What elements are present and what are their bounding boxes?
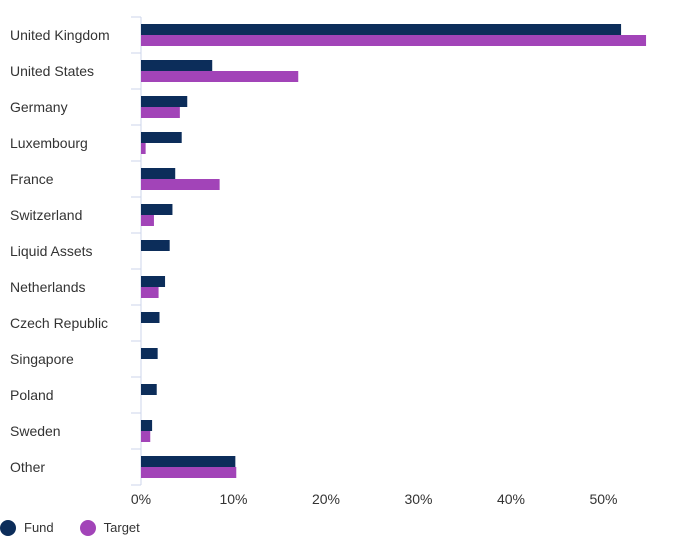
category-label: Poland — [10, 387, 54, 403]
bar-fund[interactable] — [141, 60, 213, 71]
bar-fund[interactable] — [141, 168, 176, 179]
legend-marker-target — [79, 519, 96, 536]
value-tick-label: 20% — [312, 491, 340, 507]
bar-target[interactable] — [141, 431, 151, 442]
bar-fund[interactable] — [141, 420, 153, 431]
bar-fund[interactable] — [141, 24, 622, 35]
value-axis-ticks: 0% 10% 20% 30% 40% 50% — [131, 491, 618, 507]
legend-marker-fund — [0, 519, 16, 536]
legend-label-fund: Fund — [24, 520, 54, 535]
legend-item-target[interactable]: Target — [79, 519, 140, 536]
category-label: Luxembourg — [10, 135, 88, 151]
category-labels: United Kingdom United States Germany Luxemb… — [10, 27, 110, 475]
bar-fund[interactable] — [141, 384, 157, 395]
bar-target[interactable] — [141, 143, 146, 154]
value-tick-label: 0% — [131, 491, 151, 507]
bar-target[interactable] — [141, 179, 220, 190]
bar-target[interactable] — [141, 287, 159, 298]
value-tick-label: 50% — [589, 491, 617, 507]
category-label: Switzerland — [10, 207, 82, 223]
bar-target[interactable] — [141, 215, 154, 226]
bar-target[interactable] — [141, 467, 237, 478]
bar-fund[interactable] — [141, 312, 160, 323]
bar-fund[interactable] — [141, 456, 236, 467]
value-tick-label: 10% — [219, 491, 247, 507]
bar-fund[interactable] — [141, 132, 182, 143]
legend-item-fund[interactable]: Fund — [0, 519, 54, 536]
bars — [141, 24, 647, 478]
bar-fund[interactable] — [141, 96, 188, 107]
bar-target[interactable] — [141, 35, 647, 46]
bar-fund[interactable] — [141, 348, 158, 359]
category-label: Czech Republic — [10, 315, 108, 331]
category-label: Other — [10, 459, 45, 475]
category-label: Netherlands — [10, 279, 86, 295]
bar-target[interactable] — [141, 107, 180, 118]
value-tick-label: 40% — [497, 491, 525, 507]
category-label: Liquid Assets — [10, 243, 93, 259]
legend: Fund Target — [0, 519, 166, 536]
category-label: United States — [10, 63, 94, 79]
category-label: Germany — [10, 99, 68, 115]
category-axis — [131, 16, 142, 486]
legend-label-target: Target — [103, 520, 140, 535]
value-tick-label: 30% — [404, 491, 432, 507]
bar-target[interactable] — [141, 71, 299, 82]
bar-fund[interactable] — [141, 240, 170, 251]
category-label: United Kingdom — [10, 27, 110, 43]
category-label: Singapore — [10, 351, 74, 367]
category-label: France — [10, 171, 54, 187]
category-label: Sweden — [10, 423, 61, 439]
bar-fund[interactable] — [141, 276, 166, 287]
bar-fund[interactable] — [141, 204, 173, 215]
